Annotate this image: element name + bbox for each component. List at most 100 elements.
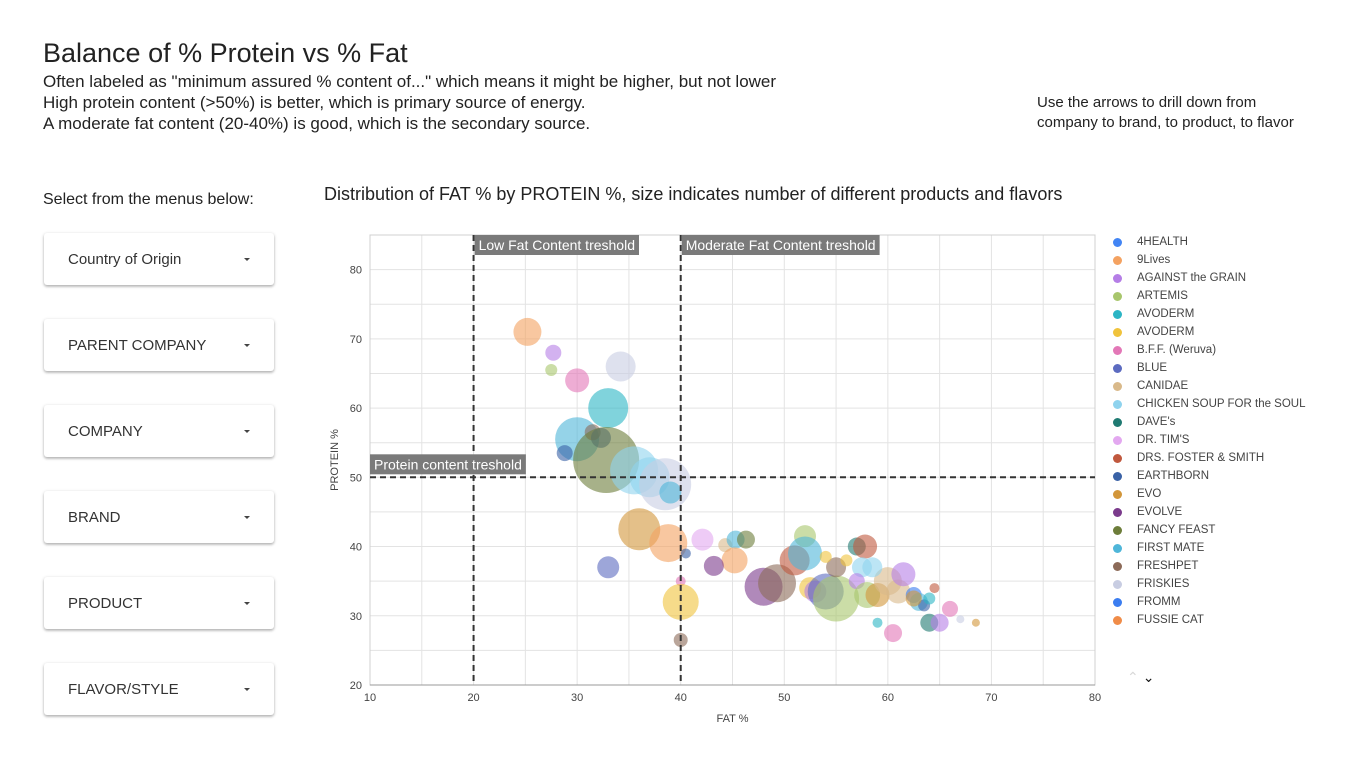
legend-item[interactable]: FRISKIES [1113,575,1306,593]
x-tick-label: 10 [364,692,376,704]
legend-swatch [1113,381,1122,391]
data-point [872,617,883,628]
legend-item[interactable]: EARTHBORN [1113,467,1306,485]
dropdown-label: PARENT COMPANY [68,337,207,354]
legend-swatch [1113,399,1122,409]
legend-item[interactable]: FUSSIE CAT [1113,611,1306,629]
legend-item[interactable]: DAVE's [1113,413,1306,431]
product-dropdown[interactable]: PRODUCT [44,577,274,629]
legend-label: DR. TIM'S [1137,434,1190,446]
legend-item[interactable]: EVOLVE [1113,503,1306,521]
legend-label: AVODERM [1137,308,1195,320]
reference-label-background [370,454,526,475]
drill-up-button[interactable]: ⌃ [1127,669,1139,685]
data-point [513,317,542,346]
dropdown-label: COMPANY [68,423,143,440]
legend-item[interactable]: CANIDAE [1113,377,1306,395]
legend-item[interactable]: AVODERM [1113,323,1306,341]
legend-swatch [1113,273,1122,283]
drilldown-hint-line-2: company to brand, to product, to flavor [1037,114,1294,131]
legend-label: FUSSIE CAT [1137,614,1204,626]
data-point [659,481,682,504]
data-point [545,344,562,361]
data-point [905,590,922,607]
legend-label: CHICKEN SOUP FOR the SOUL [1137,398,1306,410]
legend-swatch [1113,597,1122,607]
legend-swatch [1113,489,1122,499]
legend-swatch [1113,237,1122,247]
legend-label: FIRST MATE [1137,542,1205,554]
legend-item[interactable]: EVO [1113,485,1306,503]
legend-item[interactable]: FANCY FEAST [1113,521,1306,539]
data-point [862,557,883,578]
legend-label: EVOLVE [1137,506,1183,518]
reference-line-label: Moderate Fat Content treshold [686,237,876,253]
legend-item[interactable]: CHICKEN SOUP FOR the SOUL [1113,395,1306,413]
caret-down-icon [244,688,250,691]
x-tick-label: 50 [778,692,790,704]
y-tick-label: 40 [350,542,362,554]
legend-swatch [1113,507,1122,517]
legend-label: 9Lives [1137,254,1171,266]
data-point [703,555,724,576]
legend-item[interactable]: B.F.F. (Weruva) [1113,341,1306,359]
drill-down-button[interactable]: ⌄ [1142,669,1155,685]
legend-label: FRESHPET [1137,560,1199,572]
legend-item[interactable]: 9Lives [1113,251,1306,269]
legend-label: DAVE's [1137,416,1176,428]
drill-nav: ⌃ ⌄ [1127,669,1154,686]
legend-swatch [1113,255,1122,265]
data-point [758,564,797,603]
legend-item[interactable]: BLUE [1113,359,1306,377]
brand-dropdown[interactable]: BRAND [44,491,274,543]
legend-label: AGAINST the GRAIN [1137,272,1247,284]
data-point [556,445,573,462]
legend-label: 4HEALTH [1137,236,1188,248]
legend-item[interactable]: DR. TIM'S [1113,431,1306,449]
x-tick-label: 30 [571,692,583,704]
data-point [813,575,860,622]
legend-swatch [1113,345,1122,355]
legend-label: EVO [1137,488,1162,500]
y-tick-label: 30 [350,611,362,623]
legend-item[interactable]: AGAINST the GRAIN [1113,269,1306,287]
subtitle-line-3: A moderate fat content (20-40%) is good,… [43,114,591,133]
page-title: Balance of % Protein vs % Fat [43,38,408,68]
legend-item[interactable]: 4HEALTH [1113,233,1306,251]
y-tick-label: 50 [350,472,362,484]
company-dropdown[interactable]: COMPANY [44,405,274,457]
caret-down-icon [244,430,250,433]
data-point [680,548,691,559]
x-tick-label: 80 [1089,692,1101,704]
legend-swatch [1113,363,1122,373]
legend-item[interactable]: FROMM [1113,593,1306,611]
data-point [588,388,629,429]
caret-down-icon [244,602,250,605]
chart-title: Distribution of FAT % by PROTEIN %, size… [324,184,1063,204]
subtitle-line-2: High protein content (>50%) is better, w… [43,93,586,112]
data-point [971,618,980,627]
legend-label: BLUE [1137,362,1168,374]
parent-company-dropdown[interactable]: PARENT COMPANY [44,319,274,371]
data-point [884,624,903,643]
legend-item[interactable]: ARTEMIS [1113,287,1306,305]
legend-item[interactable]: FIRST MATE [1113,539,1306,557]
legend-item[interactable]: AVODERM [1113,305,1306,323]
legend-label: FROMM [1137,596,1181,608]
legend-item[interactable]: FRESHPET [1113,557,1306,575]
data-point [736,530,755,549]
legend-swatch [1113,561,1122,571]
country-of-origin-dropdown[interactable]: Country of Origin [44,233,274,285]
y-tick-label: 60 [350,403,362,415]
legend-swatch [1113,543,1122,553]
flavor-style-dropdown[interactable]: FLAVOR/STYLE [44,663,274,715]
caret-down-icon [244,516,250,519]
legend-label: ARTEMIS [1137,290,1188,302]
legend-item[interactable]: DRS. FOSTER & SMITH [1113,449,1306,467]
y-tick-label: 80 [350,265,362,277]
data-point [565,368,590,393]
legend-swatch [1113,327,1122,337]
legend-label: B.F.F. (Weruva) [1137,344,1217,356]
legend-swatch [1113,291,1122,301]
